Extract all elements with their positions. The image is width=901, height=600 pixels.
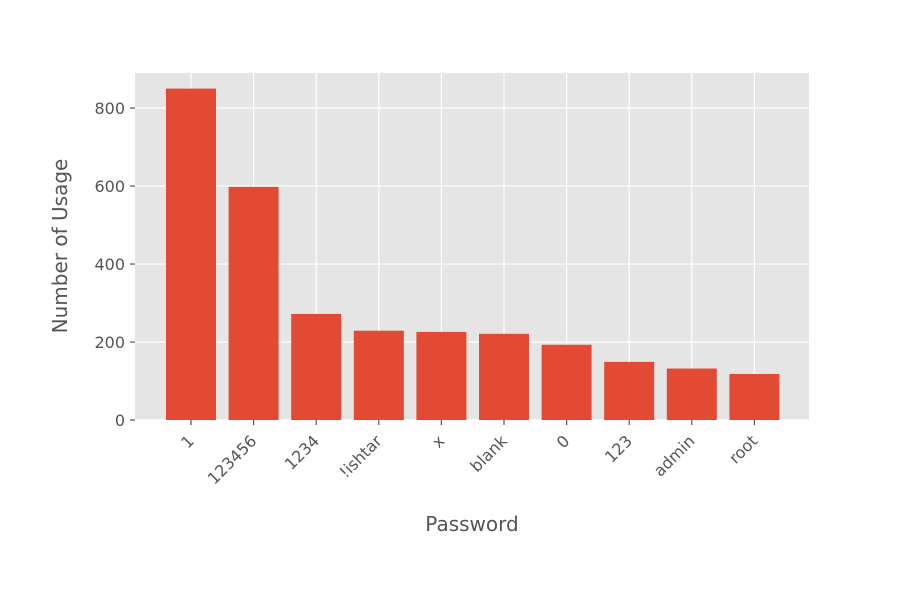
- bar-x: [416, 331, 467, 420]
- bar-0: [541, 344, 592, 420]
- bar-root: [729, 373, 780, 420]
- x-tick-label: 123: [601, 431, 636, 466]
- y-tick-label: 0: [115, 411, 125, 430]
- x-tick-label: 123456: [204, 431, 261, 488]
- x-tick-label: 0: [553, 431, 574, 452]
- x-axis-ticks: 1 123456 1234 !ishtar x blank 0 123 admin root: [177, 420, 761, 488]
- x-axis-title: Password: [425, 512, 518, 536]
- bars: [166, 88, 780, 420]
- y-tick-label: 400: [94, 255, 125, 274]
- bar-!ishtar: [353, 330, 404, 420]
- x-tick-label: 1234: [281, 431, 323, 473]
- x-tick-label: root: [725, 431, 761, 467]
- x-tick-label: x: [428, 431, 448, 451]
- bar-blank: [479, 333, 529, 420]
- x-tick-label: blank: [466, 431, 511, 476]
- y-tick-label: 200: [94, 333, 125, 352]
- y-tick-label: 600: [94, 177, 125, 196]
- x-tick-label: admin: [650, 431, 699, 480]
- bar-123456: [228, 186, 279, 420]
- x-tick-label: 1: [177, 431, 198, 452]
- y-tick-label: 800: [94, 99, 125, 118]
- y-axis-ticks: 0 200 400 600 800: [94, 99, 135, 430]
- bar-1: [166, 88, 216, 420]
- y-axis-title: Number of Usage: [48, 159, 72, 334]
- bar-123: [604, 361, 655, 420]
- bar-admin: [666, 368, 717, 420]
- bar-1234: [291, 313, 342, 420]
- x-tick-label: !ishtar: [335, 431, 385, 481]
